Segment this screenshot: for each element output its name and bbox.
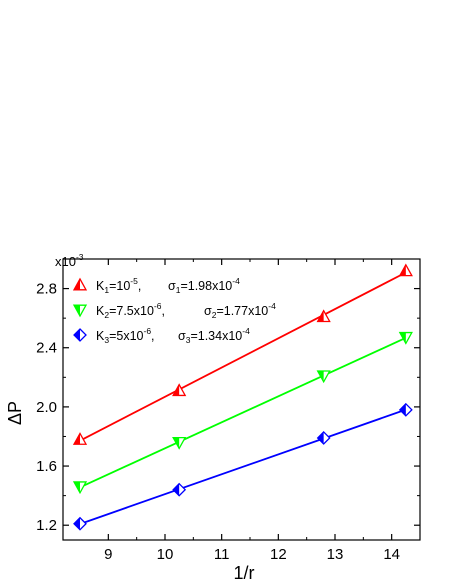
x-tick-label: 14 bbox=[383, 546, 400, 563]
y-multiplier-exp: -3 bbox=[76, 252, 84, 262]
fit-line-series-1 bbox=[79, 271, 407, 442]
x-tick-label: 11 bbox=[214, 546, 230, 563]
marker-fill bbox=[399, 264, 406, 276]
fit-line-series-2 bbox=[79, 336, 407, 489]
legend-label-2-k: K2=7.5x10-6, bbox=[96, 301, 165, 320]
y-tick-label: 1.6 bbox=[36, 458, 57, 475]
marker-fill bbox=[317, 310, 324, 322]
y-axis-title: ΔP bbox=[5, 401, 25, 425]
x-tick-label: 13 bbox=[327, 546, 344, 563]
legend-label-2-sigma: σ2=1.77x10-4 bbox=[204, 301, 276, 320]
marker-fill bbox=[74, 433, 80, 445]
marker-fill bbox=[74, 329, 80, 341]
marker-fill bbox=[317, 431, 324, 444]
legend-label-3-k: K3=5x10-6, bbox=[96, 326, 155, 345]
x-tick-label: 9 bbox=[104, 546, 112, 563]
y-tick-label: 2.8 bbox=[36, 281, 57, 298]
marker-fill bbox=[173, 437, 180, 449]
legend-label-1-k: K1=10-5, bbox=[96, 276, 141, 295]
legend-label-1-sigma: σ1=1.98x10-4 bbox=[168, 276, 240, 295]
fit-line-series-3 bbox=[79, 408, 407, 525]
x-tick-label: 10 bbox=[157, 546, 174, 563]
y-tick-label: 1.2 bbox=[36, 517, 57, 534]
marker-fill bbox=[74, 517, 80, 530]
legend-marker-1 bbox=[72, 277, 88, 291]
marker-fill bbox=[74, 305, 80, 316]
data-point-series-3 bbox=[398, 402, 413, 417]
legend-marker-3 bbox=[73, 328, 87, 342]
marker-fill bbox=[399, 403, 406, 416]
marker-fill bbox=[173, 384, 180, 396]
data-point-series-2 bbox=[172, 436, 187, 450]
y-tick-label: 2.0 bbox=[36, 399, 57, 416]
marker-fill bbox=[74, 481, 80, 493]
data-point-series-3 bbox=[73, 516, 87, 531]
data-point-series-3 bbox=[316, 431, 331, 445]
marker-fill bbox=[173, 483, 180, 496]
legend-label-3-sigma: σ3=1.34x10-4 bbox=[178, 326, 250, 345]
marker-fill bbox=[74, 279, 80, 290]
data-point-series-2 bbox=[72, 481, 88, 495]
x-axis-title: 1/r bbox=[233, 563, 254, 582]
marker-fill bbox=[317, 371, 324, 382]
data-point-series-1 bbox=[72, 432, 88, 445]
fit-lines bbox=[79, 271, 407, 525]
data-point-series-3 bbox=[172, 482, 187, 497]
y-tick-label: 2.4 bbox=[36, 340, 57, 357]
data-point-series-1 bbox=[172, 383, 187, 397]
data-markers bbox=[72, 263, 413, 531]
axes: 9 10 11 12 13 14 1.2 1.6 2.0 2.4 2.8 bbox=[36, 258, 421, 563]
data-point-series-2 bbox=[398, 331, 413, 345]
x-tick-label: 12 bbox=[270, 546, 287, 563]
legend: K1=10-5, σ1=1.98x10-4K2=7.5x10-6, σ2=1.77x… bbox=[72, 276, 276, 345]
marker-fill bbox=[399, 332, 406, 344]
data-point-series-1 bbox=[316, 309, 331, 323]
y-axis-multiplier: x10-3 bbox=[55, 252, 84, 269]
plot-frame bbox=[62, 258, 421, 541]
data-point-series-2 bbox=[316, 370, 331, 384]
y-multiplier-base: x10 bbox=[55, 254, 76, 269]
data-point-series-1 bbox=[398, 263, 413, 277]
legend-marker-2 bbox=[72, 304, 88, 318]
